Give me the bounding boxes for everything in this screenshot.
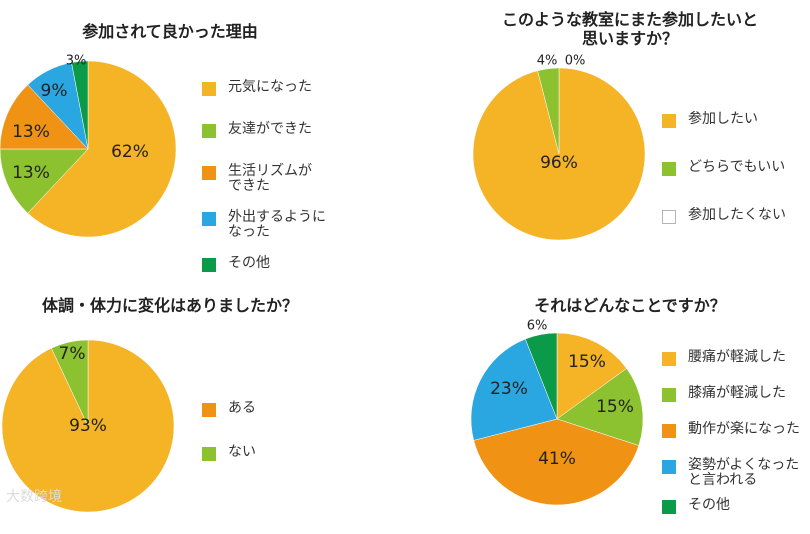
chart2-value-label-2: 4% bbox=[537, 54, 558, 69]
chart4-title: それはどんなことですか？ bbox=[534, 296, 726, 315]
chart4-legend-item-4: 姿勢がよくなった と言われる bbox=[662, 458, 800, 488]
chart1-value-label-3: 13% bbox=[12, 122, 50, 142]
chart2-title: このような教室にまた参加したいと 思いますか？ bbox=[470, 10, 790, 48]
chart1-legend-label-3: 生活リズムが できた bbox=[228, 164, 312, 194]
chart3-title: 体調・体力に変化はありましたか？ bbox=[41, 296, 298, 315]
chart1-legend-item-2: 友達ができた bbox=[202, 122, 326, 138]
chart4-legend-swatch-3 bbox=[662, 424, 676, 438]
chart2-legend-item-1: 参加したい bbox=[662, 112, 786, 128]
chart1-legend-item-4: 外出するように なった bbox=[202, 210, 326, 240]
chart1-legend-label-3-line-1: 生活リズムが bbox=[228, 163, 312, 179]
chart1-legend-swatch-3 bbox=[202, 166, 216, 180]
chart4-legend-label-3: 動作が楽になった bbox=[688, 421, 800, 437]
watermark: 大数跨境 bbox=[6, 489, 62, 505]
chart4-legend-label-5: その他 bbox=[688, 497, 730, 513]
chart4-value-label-2: 15% bbox=[596, 397, 634, 417]
chart1-legend-swatch-1 bbox=[202, 82, 216, 96]
chart1-legend-label-5: その他 bbox=[228, 255, 270, 271]
chart2-title-line2: 思いますか？ bbox=[581, 29, 678, 48]
chart1-value-label-1: 62% bbox=[111, 142, 149, 162]
chart2-value-label-3: 0% bbox=[565, 54, 586, 69]
chart3-legend-swatch-2 bbox=[202, 447, 216, 461]
chart3-legend-item-2: ない bbox=[202, 445, 256, 461]
chart4-value-label-5: 6% bbox=[527, 319, 548, 334]
chart1-slice-3 bbox=[0, 84, 89, 150]
chart1-legend: 元気になった 友達ができた 生活リズムが できた 外出するように なった その他 bbox=[202, 80, 326, 298]
chart4-legend-item-3: 動作が楽になった bbox=[662, 422, 800, 438]
chart3-value-label-2: 7% bbox=[59, 344, 86, 364]
chart3-legend-item-1: ある bbox=[202, 401, 256, 417]
chart4-slice-2 bbox=[556, 368, 644, 446]
chart4-legend-label-1: 腰痛が軽減した bbox=[688, 349, 786, 365]
chart3-legend-label-2: ない bbox=[228, 444, 256, 460]
chart1-legend-label-4: 外出するように なった bbox=[228, 210, 326, 240]
chart4-legend-label-4: 姿勢がよくなった と言われる bbox=[688, 458, 799, 488]
chart4-legend-label-4-line-2: と言われる bbox=[688, 472, 758, 488]
chart2-slice-2 bbox=[537, 67, 560, 155]
chart4-slice-1 bbox=[556, 332, 627, 420]
chart1-slice-2 bbox=[0, 148, 89, 214]
chart4-value-label-3: 41% bbox=[538, 449, 576, 469]
chart1-legend-item-5: その他 bbox=[202, 256, 326, 272]
chart2-legend-label-1: 参加したい bbox=[688, 111, 758, 127]
chart1-title: 参加されて良かった理由 bbox=[82, 22, 258, 41]
chart1-legend-swatch-5 bbox=[202, 258, 216, 272]
chart3-legend: ある ない bbox=[202, 401, 256, 489]
chart4-value-label-4: 23% bbox=[490, 379, 528, 399]
chart3-slice-2 bbox=[51, 339, 89, 427]
chart2-title-line1: このような教室にまた参加したいと bbox=[501, 10, 758, 29]
chart4-slice-3 bbox=[473, 418, 640, 506]
chart3-legend-label-1: ある bbox=[228, 400, 256, 416]
chart3-legend-swatch-1 bbox=[202, 403, 216, 417]
chart2-legend-swatch-3 bbox=[662, 210, 676, 224]
chart1-legend-item-3: 生活リズムが できた bbox=[202, 164, 326, 194]
chart1-slice-1 bbox=[27, 60, 177, 238]
chart2-legend-item-2: どちらでもいい bbox=[662, 160, 786, 176]
chart2-legend-label-3: 参加したくない bbox=[688, 207, 786, 223]
chart2-legend-swatch-1 bbox=[662, 114, 676, 128]
chart4-legend-label-4-line-1: 姿勢がよくなった bbox=[688, 457, 800, 473]
chart1-legend-label-4-line-2: なった bbox=[228, 224, 270, 240]
chart4-slice-5 bbox=[525, 332, 558, 420]
chart1-legend-label-1: 元気になった bbox=[228, 79, 312, 95]
chart1-legend-label-2: 友達ができた bbox=[228, 121, 312, 137]
chart1-value-label-2: 13% bbox=[12, 163, 50, 183]
chart4-slice-4 bbox=[470, 338, 558, 441]
chart2-value-label-1: 96% bbox=[540, 153, 578, 173]
chart4-legend-item-2: 膝痛が軽減した bbox=[662, 386, 800, 402]
chart2-legend-label-2: どちらでもいい bbox=[688, 159, 786, 175]
chart1-legend-swatch-4 bbox=[202, 212, 216, 226]
chart2-legend: 参加したいどちらでもいい 参加したくない bbox=[662, 112, 786, 256]
chart1-legend-swatch-2 bbox=[202, 124, 216, 138]
chart4-legend-item-5: その他 bbox=[662, 498, 800, 514]
chart3-slice-1 bbox=[1, 339, 175, 513]
chart1-pie: 62% 13% 13% 9% 3% 96% 4% 0% 93% 7% 15% 15% 41% 23% 6% bbox=[0, 54, 646, 513]
chart1-legend-item-1: 元気になった bbox=[202, 80, 326, 96]
chart4-legend-swatch-5 bbox=[662, 500, 676, 514]
chart4-legend-swatch-4 bbox=[662, 460, 676, 474]
chart2-legend-swatch-2 bbox=[662, 162, 676, 176]
chart1-legend-label-3-line-2: できた bbox=[228, 178, 270, 194]
chart1-value-label-5: 3% bbox=[66, 54, 87, 69]
chart1-value-label-4: 9% bbox=[41, 81, 68, 101]
chart1-slice-5 bbox=[71, 60, 89, 150]
chart4-legend-swatch-2 bbox=[662, 388, 676, 402]
chart3-value-label-1: 93% bbox=[69, 416, 107, 436]
chart4-legend-label-2: 膝痛が軽減した bbox=[688, 385, 786, 401]
chart4-legend-swatch-1 bbox=[662, 352, 676, 366]
chart2-legend-item-3: 参加したくない bbox=[662, 208, 786, 224]
chart4-value-label-1: 15% bbox=[568, 352, 606, 372]
chart4-legend: 腰痛が軽減した 膝痛が軽減した 動作が楽になった 姿勢がよくなった と言われる その他 bbox=[662, 350, 800, 534]
chart1-legend-label-4-line-1: 外出するように bbox=[228, 209, 326, 225]
chart4-legend-item-1: 腰痛が軽減した bbox=[662, 350, 800, 366]
